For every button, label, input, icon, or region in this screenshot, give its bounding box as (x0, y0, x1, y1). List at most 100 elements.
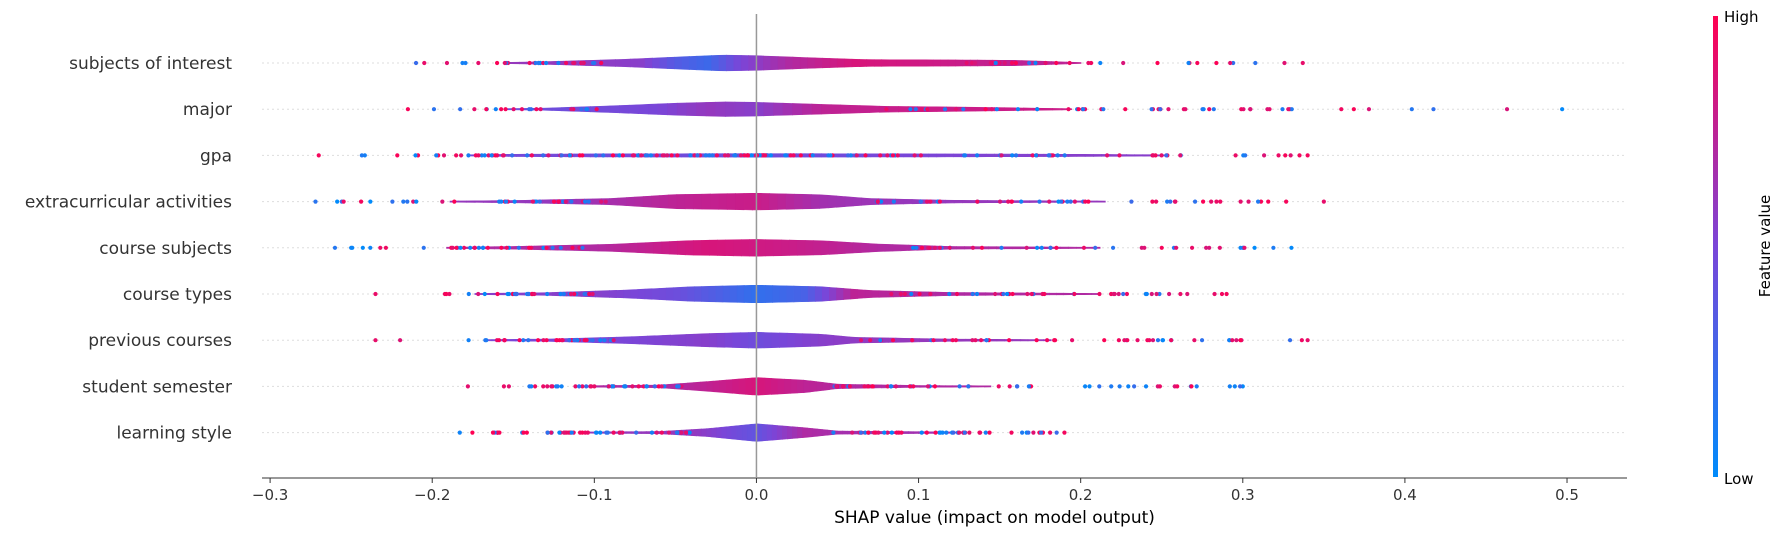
violin-slice (819, 194, 829, 209)
data-point (1280, 107, 1285, 112)
data-point (1031, 430, 1036, 435)
data-point (580, 245, 585, 250)
data-point (551, 199, 557, 204)
data-point (768, 153, 773, 158)
data-point (1105, 153, 1110, 158)
data-point (1300, 60, 1305, 66)
violin-slice (828, 240, 838, 255)
violin-slice (860, 242, 870, 253)
violin-slice (794, 333, 804, 348)
violin-slice (743, 193, 753, 211)
data-point (611, 384, 616, 389)
data-point (572, 338, 577, 343)
data-point (610, 153, 616, 158)
data-point (975, 199, 980, 204)
violin-slice (1109, 154, 1119, 157)
data-point (1305, 153, 1310, 158)
feature-label: extracurricular activities (25, 193, 232, 213)
violin-slice (859, 105, 870, 114)
data-point (493, 153, 498, 158)
data-point (390, 199, 395, 204)
data-point (1199, 338, 1205, 343)
violin-slice (599, 105, 611, 113)
violin-slice (549, 153, 559, 158)
data-point (529, 153, 534, 158)
feature-row: extracurricular activities (25, 193, 1627, 213)
data-point (493, 107, 498, 112)
data-point (476, 291, 481, 297)
violin-slice (776, 425, 783, 441)
data-point (1339, 107, 1344, 112)
violin-slice (822, 429, 828, 436)
feature-row: student semester (82, 377, 1627, 397)
data-point (1175, 384, 1180, 389)
violin-slice (757, 239, 766, 257)
data-point (937, 199, 942, 204)
data-point (538, 107, 543, 112)
violin-slice (542, 107, 553, 111)
violin-slice (768, 193, 778, 210)
data-point (1089, 60, 1094, 66)
data-point (373, 338, 378, 343)
violin-slice (837, 430, 844, 435)
violin-slice (676, 102, 688, 116)
data-point (590, 60, 596, 66)
violin-slice (763, 332, 772, 349)
data-point (917, 291, 922, 297)
violin-slice (677, 240, 686, 256)
data-point (1321, 199, 1326, 204)
violin-slice (717, 239, 726, 256)
violin-slice (861, 197, 871, 206)
data-point (556, 199, 561, 204)
data-point (617, 430, 622, 435)
data-point (1116, 338, 1121, 343)
violin-slice (626, 196, 636, 207)
data-point (1001, 291, 1006, 297)
violin-slice (955, 59, 964, 67)
data-point (1241, 153, 1246, 158)
data-point (541, 153, 546, 158)
violin-slice (458, 200, 468, 203)
violin-slice (746, 423, 753, 442)
violin-slice (685, 240, 694, 256)
data-point (962, 153, 968, 158)
violin-slice (653, 241, 663, 254)
data-point (885, 384, 890, 389)
data-point (890, 153, 896, 158)
violin-slice (792, 103, 803, 116)
data-point (1211, 107, 1216, 112)
data-point (1248, 107, 1253, 112)
data-point (1286, 107, 1291, 112)
data-point (1110, 245, 1116, 250)
data-point (1056, 199, 1061, 204)
data-point (495, 291, 500, 297)
violin-slice (781, 425, 788, 440)
data-point (1185, 291, 1190, 297)
violin-slice (977, 153, 987, 158)
data-point (1246, 199, 1251, 204)
data-point (648, 153, 654, 158)
violin-slice (771, 332, 780, 348)
violin-slice (718, 193, 728, 210)
data-point (1366, 107, 1372, 112)
data-point (884, 107, 889, 112)
data-point (989, 107, 994, 112)
violin-slice (748, 331, 757, 349)
violin-slice (773, 239, 782, 257)
violin-slice (659, 194, 669, 209)
data-point (649, 430, 655, 435)
violin-slice (726, 54, 735, 72)
data-point (1209, 199, 1214, 204)
data-point (847, 384, 852, 389)
data-point (1351, 107, 1356, 112)
data-point (692, 153, 697, 158)
data-point (687, 430, 692, 435)
violin-slice (755, 331, 765, 349)
violin-slice (516, 153, 526, 157)
data-point (405, 199, 410, 204)
violin-slice (844, 241, 854, 254)
violin-slice (792, 426, 798, 439)
data-point (1266, 199, 1271, 204)
data-point (942, 338, 948, 343)
data-point (654, 153, 659, 158)
